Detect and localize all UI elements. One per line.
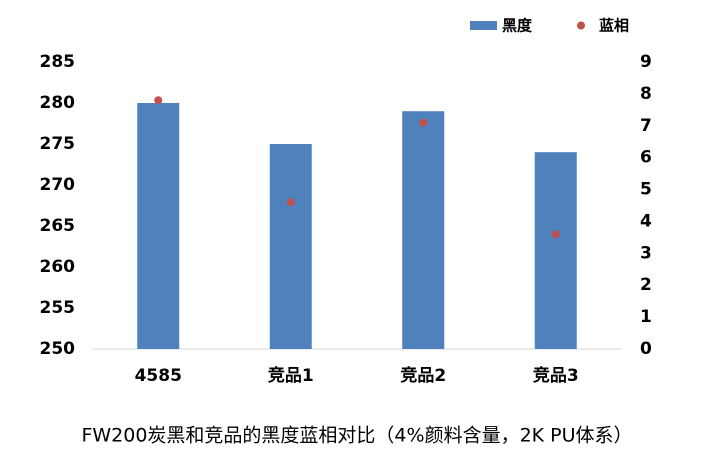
x-tick-label: 竞品3: [533, 365, 579, 386]
point: [154, 96, 163, 105]
y-tick-label: 250: [40, 339, 76, 359]
x-tick-label: 竞品1: [268, 365, 314, 386]
y2-tick-label: 8: [640, 84, 652, 104]
y2-tick-label: 2: [640, 275, 652, 295]
y-tick-label: 275: [40, 134, 76, 154]
y-tick-label: 260: [40, 257, 76, 277]
bar: [137, 103, 180, 349]
point: [286, 198, 295, 207]
point: [551, 230, 560, 239]
y2-tick-label: 4: [640, 211, 652, 231]
y2-tick-label: 5: [640, 180, 652, 200]
legend-swatch: [470, 21, 497, 30]
y2-tick-label: 1: [640, 307, 652, 327]
bar: [269, 144, 312, 349]
y2-tick-label: 9: [640, 52, 652, 72]
y-tick-label: 270: [40, 175, 76, 195]
point: [419, 118, 428, 127]
chart-caption: FW200炭黑和竞品的黑度蓝相对比（4%颜料含量，2K PU体系）: [81, 425, 632, 447]
legend-label: 蓝相: [599, 17, 629, 35]
y-tick-label: 285: [40, 52, 76, 72]
legend-swatch: [577, 21, 585, 30]
bar: [402, 111, 445, 349]
y-tick-label: 255: [40, 298, 76, 318]
bar: [534, 152, 577, 349]
x-tick-label: 4585: [135, 366, 182, 386]
y-tick-label: 280: [40, 93, 76, 113]
x-tick-label: 竞品2: [400, 365, 446, 386]
y2-tick-label: 6: [640, 148, 652, 168]
y2-tick-label: 3: [640, 243, 652, 263]
y2-tick-label: 0: [640, 339, 652, 359]
legend-label: 黑度: [502, 17, 533, 35]
y2-tick-label: 7: [640, 116, 652, 136]
y-tick-label: 265: [40, 216, 76, 236]
